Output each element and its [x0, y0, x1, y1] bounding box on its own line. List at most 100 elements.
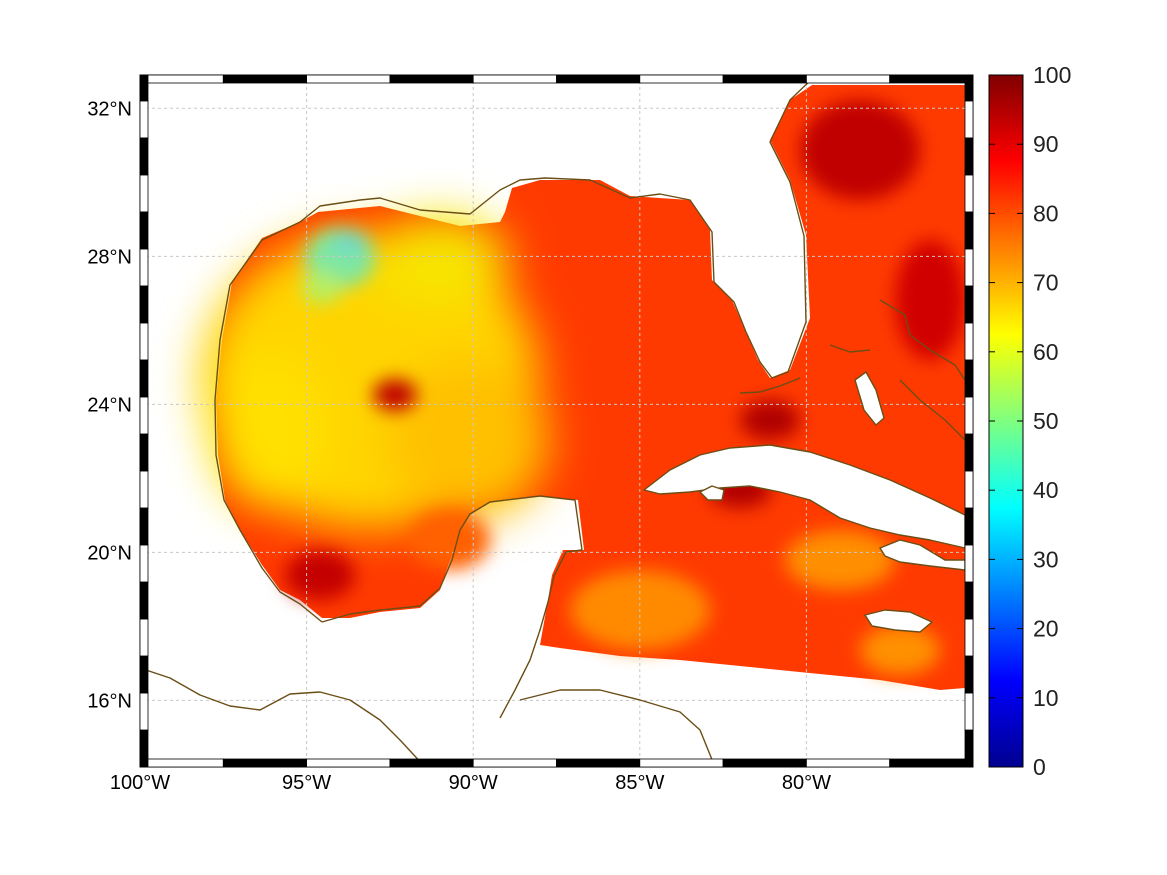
frame-segment-top	[722, 74, 807, 84]
frame-segment-left	[139, 174, 149, 213]
bay-of-campeche-hotspot	[285, 550, 355, 600]
northwest-shelf-cyan-core	[332, 230, 368, 254]
frame-segment-left	[139, 729, 149, 768]
frame-segment-bottom	[222, 758, 308, 768]
frame-segment-left	[139, 692, 149, 731]
map-frame	[139, 74, 974, 768]
frame-segment-left	[139, 74, 149, 102]
frame-segment-top	[472, 74, 557, 84]
frame-segment-left	[139, 396, 149, 435]
frame-segment-top	[889, 74, 974, 84]
frame-segment-top	[806, 74, 891, 84]
frame-segment-right	[964, 74, 974, 102]
bay-orange-patch	[410, 510, 490, 570]
frame-segment-bottom	[306, 758, 391, 768]
colorbar-tick-label: 20	[1033, 616, 1059, 642]
longitude-tick-label: 95°W	[282, 772, 331, 794]
frame-segment-left	[139, 581, 149, 620]
mexico-gulf-coast	[214, 75, 816, 623]
longitude-tick-labels: 100°W 95°W 90°W 85°W 80°W	[110, 772, 831, 794]
frame-segment-top	[556, 74, 641, 84]
west-coast-yellow-zone	[210, 350, 330, 510]
frame-segment-right	[964, 433, 974, 472]
frame-segment-bottom	[472, 758, 557, 768]
colorbar-tick-label: 30	[1033, 546, 1059, 572]
cuba-island	[643, 444, 966, 549]
frame-segment-left	[139, 544, 149, 583]
frame-segment-right	[964, 285, 974, 324]
shelf-yellow-zone	[370, 215, 510, 305]
jamaica-orange-patch	[860, 625, 940, 675]
colorbar-tick-labels: 0 10 20 30 40 50 60 70 80 90 100	[989, 62, 1071, 780]
straits-hotspot	[740, 400, 800, 440]
frame-segment-left	[139, 322, 149, 361]
florida-keys	[739, 377, 801, 394]
latitude-tick-label: 28°N	[87, 246, 132, 268]
colorbar-tick-label: 70	[1033, 270, 1059, 296]
frame-segment-right	[964, 137, 974, 176]
central-gulf-orange-band	[390, 360, 550, 520]
colorbar-tick-label: 40	[1033, 477, 1059, 503]
frame-segment-bottom	[139, 758, 224, 768]
longitude-tick-label: 85°W	[615, 772, 664, 794]
frame-segment-right	[964, 729, 974, 768]
colorbar-tick-label: 60	[1033, 339, 1059, 365]
frame-segment-top	[306, 74, 391, 84]
map-grid	[140, 75, 973, 767]
latitude-tick-labels: 16°N 20°N 24°N 28°N 32°N	[87, 98, 132, 712]
colorbar-tick-label: 100	[1033, 62, 1071, 88]
scalar-field	[200, 85, 965, 690]
frame-segment-top	[639, 74, 724, 84]
colorbar-tick-label: 50	[1033, 408, 1059, 434]
frame-segment-bottom	[639, 758, 724, 768]
frame-segment-bottom	[722, 758, 807, 768]
coastlines	[140, 75, 966, 767]
atlantic-north-hotspot	[800, 100, 920, 200]
frame-segment-bottom	[889, 758, 974, 768]
frame-segment-left	[139, 248, 149, 287]
frame-segment-top	[389, 74, 474, 84]
colorbar-tick-label: 80	[1033, 200, 1059, 226]
latitude-tick-label: 20°N	[87, 542, 132, 564]
frame-segment-left	[139, 211, 149, 250]
frame-segment-right	[964, 174, 974, 213]
frame-segment-left	[139, 470, 149, 509]
frame-segment-right	[964, 544, 974, 583]
frame-segment-right	[964, 618, 974, 657]
frame-segment-right	[964, 211, 974, 250]
yucatan-coast	[321, 495, 583, 719]
atlantic-east-hotspot	[895, 240, 965, 360]
northwest-shelf-green-tongue	[302, 272, 342, 304]
longitude-tick-label: 80°W	[782, 772, 831, 794]
frame-segment-bottom	[806, 758, 891, 768]
frame-segment-right	[964, 248, 974, 287]
frame-segment-right	[964, 581, 974, 620]
frame-segment-left	[139, 655, 149, 694]
frame-segment-right	[964, 507, 974, 546]
colorbar-tick-label: 0	[1033, 754, 1046, 780]
frame-segment-left	[139, 359, 149, 398]
mainland-coast	[140, 667, 426, 767]
bahamas-andros	[854, 371, 885, 426]
frame-segment-left	[139, 433, 149, 472]
bahamas-banks	[829, 299, 966, 441]
central-america-coast	[519, 689, 716, 767]
frame-segment-left	[139, 507, 149, 546]
longitude-tick-label: 90°W	[449, 772, 498, 794]
latitude-tick-label: 24°N	[87, 394, 132, 416]
frame-segment-right	[964, 692, 974, 731]
frame-segment-bottom	[556, 758, 641, 768]
frame-segment-bottom	[389, 758, 474, 768]
frame-segment-left	[139, 285, 149, 324]
frame-segment-right	[964, 470, 974, 509]
frame-segment-right	[964, 359, 974, 398]
latitude-tick-label: 16°N	[87, 690, 132, 712]
frame-segment-right	[964, 396, 974, 435]
frame-segment-left	[139, 618, 149, 657]
colorbar-tick-label: 10	[1033, 685, 1059, 711]
latitude-tick-label: 32°N	[87, 98, 132, 120]
longitude-tick-label: 100°W	[110, 772, 170, 794]
colorbar-tick-label: 90	[1033, 131, 1059, 157]
frame-segment-left	[139, 137, 149, 176]
